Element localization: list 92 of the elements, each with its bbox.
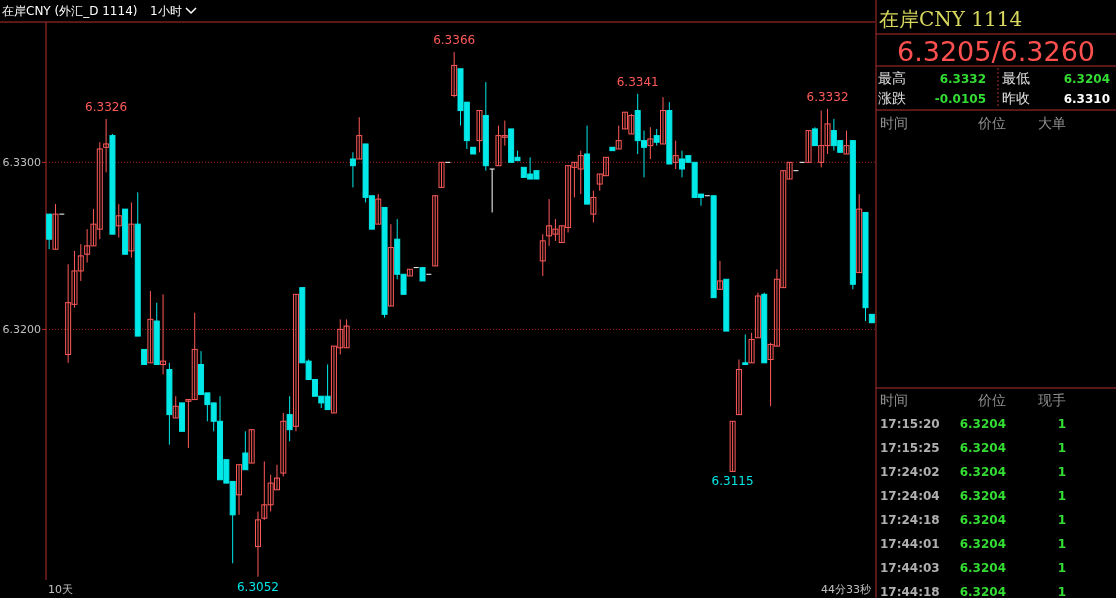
candlestick (811, 126, 818, 147)
text: 6.3204 (959, 489, 1006, 503)
text: 1 (1057, 489, 1066, 503)
y-tick-label: 6.3300 (2, 156, 41, 170)
candlestick (160, 293, 167, 376)
text: 1 (1057, 465, 1066, 479)
candlestick (735, 358, 742, 416)
candlestick (236, 464, 243, 516)
candlestick (451, 51, 458, 98)
text: 6.3204 (959, 465, 1006, 479)
text: 大单 (1038, 115, 1066, 131)
chart-title: 在岸CNY (外汇_D 1114) (2, 4, 138, 18)
candlestick (248, 429, 255, 464)
candlestick (432, 195, 439, 267)
text: 17:15:20 (880, 417, 940, 431)
text: 时间 (880, 115, 908, 131)
candlestick (615, 125, 622, 150)
candlestick (115, 203, 122, 239)
text: 6.3204 (959, 561, 1006, 575)
candlestick (754, 292, 761, 339)
text: 44分33秒 (821, 583, 871, 596)
candlestick (128, 201, 135, 259)
text: 6.3204 (1063, 72, 1110, 86)
text: 17:15:25 (880, 441, 940, 455)
candlestick (387, 223, 394, 307)
candlestick (406, 268, 413, 277)
text: 6.3332 (939, 72, 986, 86)
candlestick (172, 395, 179, 419)
candlestick (590, 190, 597, 223)
candlestick (742, 333, 749, 365)
text: 昨收 (1002, 90, 1030, 106)
candlestick (356, 116, 363, 160)
text: 17:24:02 (880, 465, 940, 479)
text: 6.3204 (959, 585, 1006, 598)
candlestick (843, 130, 850, 155)
candlestick (375, 193, 382, 225)
candlestick (489, 168, 496, 213)
candlestick (292, 293, 299, 432)
annotation: 6.3115 (711, 474, 754, 489)
text: 17:24:04 (880, 489, 940, 503)
text: 最低 (1002, 70, 1030, 86)
candlestick (476, 110, 483, 153)
candlestick (286, 395, 293, 442)
text: 涨跌 (878, 90, 906, 106)
text: 1 (1057, 441, 1066, 455)
text: 6.3204 (959, 537, 1006, 551)
text: 现手 (1038, 392, 1066, 408)
candlestick (103, 118, 110, 173)
candlestick (748, 332, 755, 364)
candlestick (255, 511, 261, 578)
text: 6.3204 (959, 417, 1006, 431)
text: 1 (1057, 561, 1066, 575)
candlestick (438, 161, 445, 188)
candlestick (856, 193, 863, 274)
text: 1 (1057, 585, 1066, 598)
text: 6.3310 (1063, 92, 1110, 106)
text: 在岸CNY 1114 (879, 7, 1023, 31)
text: 1 (1057, 537, 1066, 551)
text: 价位 (977, 392, 1006, 408)
candlestick (242, 430, 249, 471)
text: 6.3204 (959, 513, 1006, 527)
annotation: 6.3366 (433, 33, 476, 48)
y-tick-label: 6.3200 (2, 323, 41, 337)
text: 17:44:01 (880, 537, 940, 551)
text: 6.3205/6.3260 (896, 36, 1096, 67)
text: 17:44:18 (880, 585, 940, 598)
candlestick (672, 140, 679, 170)
text: 1 (1057, 417, 1066, 431)
candlestick (729, 420, 736, 472)
candlestick (660, 96, 666, 145)
candlestick (147, 290, 154, 364)
annotation: 6.3332 (806, 89, 849, 104)
text: 价位 (977, 115, 1006, 131)
annotation: 6.3341 (616, 74, 659, 89)
annotation: 6.3052 (237, 579, 279, 594)
text: 1 (1057, 513, 1066, 527)
text: 最高 (878, 70, 906, 86)
candlestick (52, 203, 59, 250)
text: 6.3204 (959, 441, 1006, 455)
annotation: 6.3326 (85, 99, 128, 114)
candlestick (280, 412, 287, 477)
text: 10天 (48, 583, 73, 596)
text: 17:44:03 (880, 561, 940, 575)
candlestick (647, 126, 654, 160)
text: -0.0105 (934, 92, 986, 106)
candlestick (539, 233, 546, 277)
candlestick (716, 260, 723, 290)
text: 时间 (880, 392, 908, 408)
chart-subtitle: 1小时 (150, 4, 182, 18)
candlestick (805, 130, 812, 163)
candlestick (349, 151, 356, 188)
text: 17:24:18 (880, 513, 940, 527)
